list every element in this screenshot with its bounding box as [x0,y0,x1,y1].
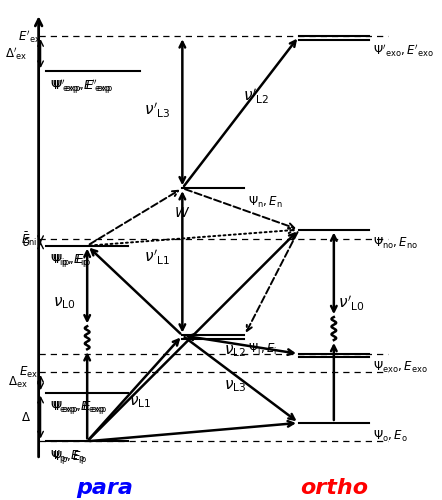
Text: $\nu_\mathrm{L0}$: $\nu_\mathrm{L0}$ [53,296,75,311]
Text: $\bar{E}_\mathrm{ni}$: $\bar{E}_\mathrm{ni}$ [21,230,37,248]
Text: $\Delta'_\mathrm{ex}$: $\Delta'_\mathrm{ex}$ [5,46,28,62]
Text: $\Psi_\mathrm{i}, E_\mathrm{i}$: $\Psi_\mathrm{i}, E_\mathrm{i}$ [248,342,278,357]
Text: $\nu_\mathrm{L2}$: $\nu_\mathrm{L2}$ [224,344,246,359]
Text: $\nu'_\mathrm{L3}$: $\nu'_\mathrm{L3}$ [144,100,171,119]
Text: $\Psi_\mathrm{n}, E_\mathrm{n}$: $\Psi_\mathrm{n}, E_\mathrm{n}$ [248,194,283,210]
Text: $\Psi_\mathrm{exp}, E_\mathrm{exp}$: $\Psi_\mathrm{exp}, E_\mathrm{exp}$ [50,400,105,416]
Text: $E'_\mathrm{ex}$: $E'_\mathrm{ex}$ [18,28,40,44]
Text: $\Psi'_\mathrm{exo}, E'_\mathrm{exo}$: $\Psi'_\mathrm{exo}, E'_\mathrm{exo}$ [373,43,434,60]
Text: $\Delta_\mathrm{ex}$: $\Delta_\mathrm{ex}$ [8,376,28,390]
Text: $\Psi'_\mathrm{exp}, E'_\mathrm{exp}$: $\Psi'_\mathrm{exp}, E'_\mathrm{exp}$ [50,78,112,96]
Text: $\Delta$: $\Delta$ [21,411,31,424]
Text: $\Psi'_\mathrm{exp}, E'_\mathrm{exp}$: $\Psi'_\mathrm{exp}, E'_\mathrm{exp}$ [52,78,114,96]
Text: $\Psi_\mathrm{p}, E_\mathrm{p}$: $\Psi_\mathrm{p}, E_\mathrm{p}$ [52,448,88,466]
Text: $\nu_\mathrm{L1}$: $\nu_\mathrm{L1}$ [129,394,151,410]
Text: $\Psi_\mathrm{no}, E_\mathrm{no}$: $\Psi_\mathrm{no}, E_\mathrm{no}$ [373,236,418,251]
Text: $\nu'_\mathrm{L0}$: $\nu'_\mathrm{L0}$ [338,294,365,313]
Text: $\Psi_\mathrm{exp}, E_\mathrm{exp}$: $\Psi_\mathrm{exp}, E_\mathrm{exp}$ [52,400,107,416]
Text: $\Psi_\mathrm{p}, E_\mathrm{p}$: $\Psi_\mathrm{p}, E_\mathrm{p}$ [50,448,85,464]
Text: $\nu'_\mathrm{L2}$: $\nu'_\mathrm{L2}$ [243,86,269,106]
Text: para: para [76,478,133,498]
Text: $E_\mathrm{ex}$: $E_\mathrm{ex}$ [19,364,38,380]
Text: $W$: $W$ [174,206,191,220]
Text: $\nu_\mathrm{L3}$: $\nu_\mathrm{L3}$ [224,378,246,394]
Text: $\Psi_\mathrm{ip}, E_\mathrm{ip}$: $\Psi_\mathrm{ip}, E_\mathrm{ip}$ [52,252,92,269]
Text: ortho: ortho [300,478,368,498]
Text: $\delta$: $\delta$ [22,236,31,248]
Text: $\nu'_\mathrm{L1}$: $\nu'_\mathrm{L1}$ [144,248,170,267]
Text: $\Psi_\mathrm{o}, E_\mathrm{o}$: $\Psi_\mathrm{o}, E_\mathrm{o}$ [373,430,408,444]
Text: $\Psi_\mathrm{exo}, E_\mathrm{exo}$: $\Psi_\mathrm{exo}, E_\mathrm{exo}$ [373,360,427,376]
Text: $\Psi_\mathrm{ip}, E_\mathrm{ip}$: $\Psi_\mathrm{ip}, E_\mathrm{ip}$ [50,252,90,269]
